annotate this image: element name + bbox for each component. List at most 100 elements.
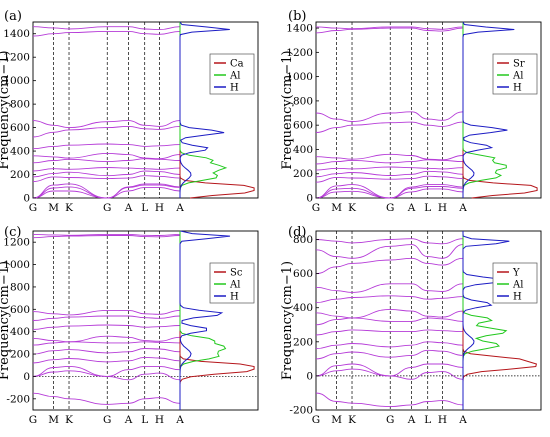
phonon-band — [32, 26, 181, 31]
x-tick-label: G — [312, 202, 320, 214]
y-tick-label: 600 — [293, 120, 313, 132]
legend-label: Al — [512, 71, 523, 82]
x-tick-label: A — [458, 202, 467, 214]
phonon-band — [315, 329, 464, 336]
phonon-band — [315, 368, 464, 380]
x-tick-label: H — [438, 202, 447, 214]
y-tick-label: 200 — [10, 349, 30, 361]
y-tick-label: 1200 — [3, 52, 30, 64]
phonon-band — [32, 365, 181, 377]
y-tick-label: 800 — [10, 99, 30, 111]
dos-h — [179, 21, 230, 198]
phonon-band — [32, 356, 181, 364]
y-axis-title: Frequency(cm−1) — [0, 50, 12, 169]
y-tick-label: 1400 — [286, 23, 313, 35]
x-tick-label: A — [407, 202, 416, 214]
x-tick-label: G — [386, 414, 394, 426]
phonon-band — [315, 188, 464, 199]
phonon-band — [32, 175, 181, 183]
phonon-band — [315, 238, 464, 245]
phonon-band — [32, 235, 181, 239]
y-tick-label: 400 — [293, 144, 313, 156]
x-tick-label: G — [312, 414, 320, 426]
x-tick-label: K — [65, 202, 73, 214]
x-tick-label: G — [103, 202, 111, 214]
y-tick-label: -200 — [6, 393, 30, 405]
x-tick-label: M — [331, 202, 342, 214]
x-tick-label: K — [348, 202, 356, 214]
y-tick-label: 1000 — [286, 71, 313, 83]
panel-label: (a) — [4, 9, 22, 24]
x-tick-label: K — [65, 414, 73, 426]
phonon-band — [315, 159, 464, 165]
phonon-band — [315, 244, 464, 259]
legend-label: H — [230, 292, 239, 303]
dos-al — [462, 22, 507, 198]
y-tick-label: 400 — [10, 326, 30, 338]
x-tick-label: M — [48, 414, 59, 426]
x-tick-label: A — [175, 202, 184, 214]
y-tick-label: 0 — [306, 193, 313, 205]
phonon-band — [32, 341, 181, 346]
dos-al — [179, 22, 228, 198]
phonon-band — [315, 170, 464, 178]
phonon-band — [32, 170, 181, 178]
x-tick-label: G — [103, 414, 111, 426]
plot-frame — [32, 21, 259, 199]
x-tick-label: M — [48, 202, 59, 214]
x-tick-label: A — [458, 414, 467, 426]
y-tick-label: 600 — [293, 268, 313, 280]
phonon-band — [315, 27, 464, 34]
y-tick-label: 1400 — [3, 28, 30, 40]
phonon-band — [315, 111, 464, 122]
x-tick-label: A — [124, 414, 133, 426]
x-tick-label: H — [155, 414, 164, 426]
dos-al — [462, 231, 508, 410]
phonon-band — [315, 184, 464, 199]
dos-h — [462, 231, 510, 410]
y-tick-label: 600 — [10, 304, 30, 316]
legend-label: H — [513, 83, 522, 94]
phonon-band — [315, 257, 464, 275]
legend-label: Al — [512, 280, 523, 291]
y-tick-label: 0 — [306, 370, 313, 382]
legend-label: Y — [512, 268, 520, 279]
x-tick-label: A — [407, 414, 416, 426]
x-tick-label: G — [29, 202, 37, 214]
phonon-band — [32, 315, 181, 321]
y-tick-label: 400 — [10, 146, 30, 158]
x-tick-label: G — [386, 202, 394, 214]
phonon-band — [315, 349, 464, 360]
phonon-band — [32, 186, 181, 199]
y-axis-title: Frequency(cm−1) — [0, 261, 12, 380]
phonon-band — [32, 348, 181, 355]
y-tick-label: 800 — [10, 281, 30, 293]
y-tick-label: 600 — [10, 122, 30, 134]
phonon-band — [315, 283, 464, 293]
y-tick-label: 200 — [10, 169, 30, 181]
plot-frame — [32, 230, 259, 411]
x-tick-label: L — [141, 414, 148, 426]
y-tick-label: 400 — [293, 302, 313, 314]
dos-h — [462, 21, 515, 198]
phonon-band — [32, 30, 181, 37]
x-tick-label: L — [424, 202, 431, 214]
x-tick-label: L — [424, 414, 431, 426]
y-axis-title: Frequency(cm−1) — [280, 50, 295, 169]
y-tick-label: -200 — [289, 405, 313, 417]
y-tick-label: 1000 — [3, 75, 30, 87]
dos-sr — [462, 22, 538, 199]
dos-h — [179, 230, 231, 410]
y-tick-label: 0 — [23, 193, 30, 205]
panel-label: (d) — [288, 225, 306, 240]
legend-label: H — [513, 292, 522, 303]
phonon-band — [315, 392, 464, 408]
phonon-band — [32, 233, 181, 236]
dos-al — [179, 231, 227, 410]
phonon-band — [315, 121, 464, 133]
phonon-band — [315, 175, 464, 183]
